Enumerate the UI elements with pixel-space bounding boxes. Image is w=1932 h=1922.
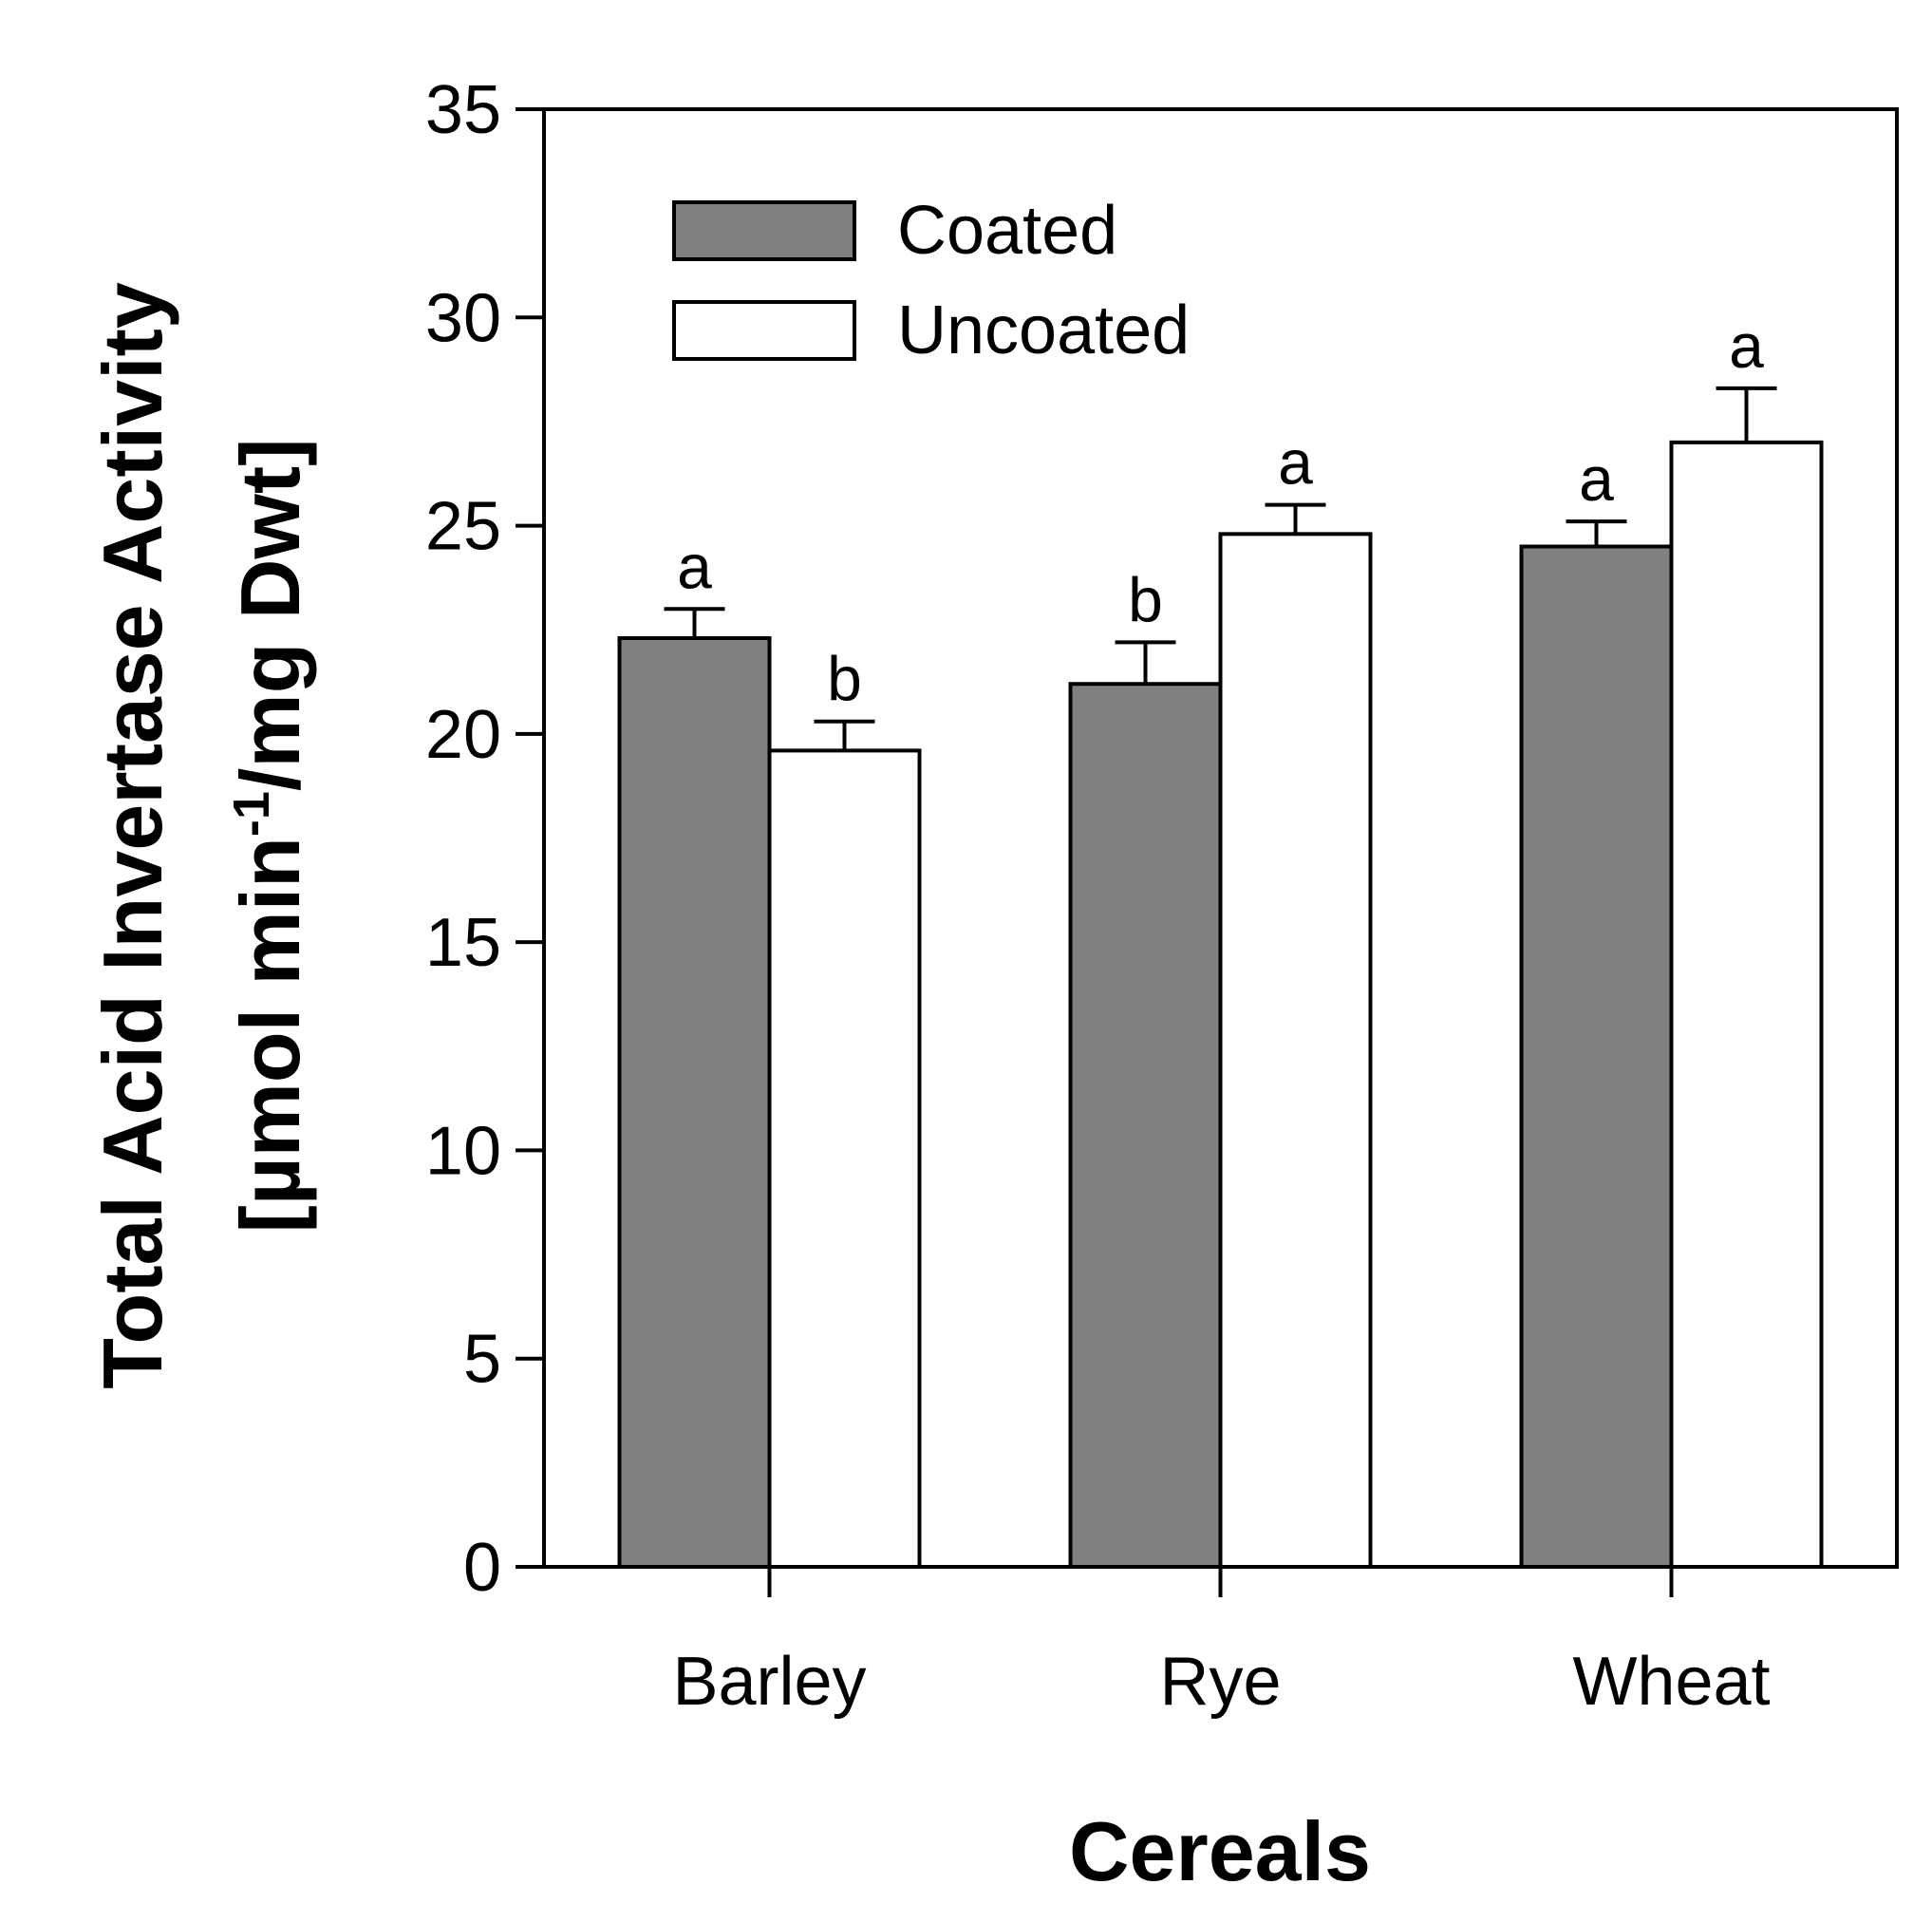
significance-letter-coated-barley: a <box>677 531 712 601</box>
y-tick-label: 30 <box>425 280 501 356</box>
legend-label-uncoated: Uncoated <box>897 292 1190 368</box>
bars-group: a b b a a a <box>617 311 1824 1569</box>
y-tick-label: 0 <box>463 1530 501 1606</box>
legend-label-coated: Coated <box>897 193 1117 269</box>
y-tick-label: 10 <box>425 1113 501 1189</box>
x-axis-title: Cereals <box>1069 1804 1371 1898</box>
significance-letter-coated-wheat: a <box>1579 443 1614 514</box>
x-axis: Barley Rye Wheat <box>516 1565 1897 1720</box>
y-axis-unit-suffix: /mg Dwt] <box>223 439 317 792</box>
x-tick-label-barley: Barley <box>672 1644 866 1720</box>
significance-letter-uncoated-wheat: a <box>1729 311 1764 381</box>
y-axis-unit-superscript: -1 <box>223 791 280 837</box>
y-axis-unit-prefix: [µmol min <box>223 837 317 1233</box>
y-tick-label: 5 <box>463 1322 501 1398</box>
bar-coated-wheat <box>1519 544 1674 1569</box>
significance-letter-uncoated-rye: a <box>1278 427 1313 498</box>
legend-swatch-coated <box>672 200 856 261</box>
y-axis-title-line1: Total Acid Invertase Activity <box>85 282 179 1389</box>
bar-uncoated-barley <box>767 748 922 1569</box>
bar-uncoated-wheat <box>1669 440 1824 1569</box>
x-tick-label-rye: Rye <box>1159 1644 1281 1720</box>
bar-coated-rye <box>1068 682 1223 1569</box>
y-tick-label: 15 <box>425 905 501 981</box>
x-tick-label-wheat: Wheat <box>1572 1644 1770 1720</box>
y-tick-label: 25 <box>425 489 501 565</box>
significance-letter-uncoated-barley: b <box>827 644 862 714</box>
bar-uncoated-rye <box>1218 532 1373 1569</box>
significance-letter-coated-rye: b <box>1128 564 1163 634</box>
bar-coated-barley <box>617 635 772 1569</box>
legend-swatch-uncoated <box>672 300 856 361</box>
y-tick-label: 20 <box>425 697 501 773</box>
y-tick-label: 35 <box>425 72 501 148</box>
legend: Coated Uncoated <box>672 193 1190 368</box>
y-axis: 0 5 10 15 20 25 30 35 <box>425 72 544 1606</box>
y-axis-title-line2: [µmol min-1/mg Dwt] <box>223 439 317 1234</box>
